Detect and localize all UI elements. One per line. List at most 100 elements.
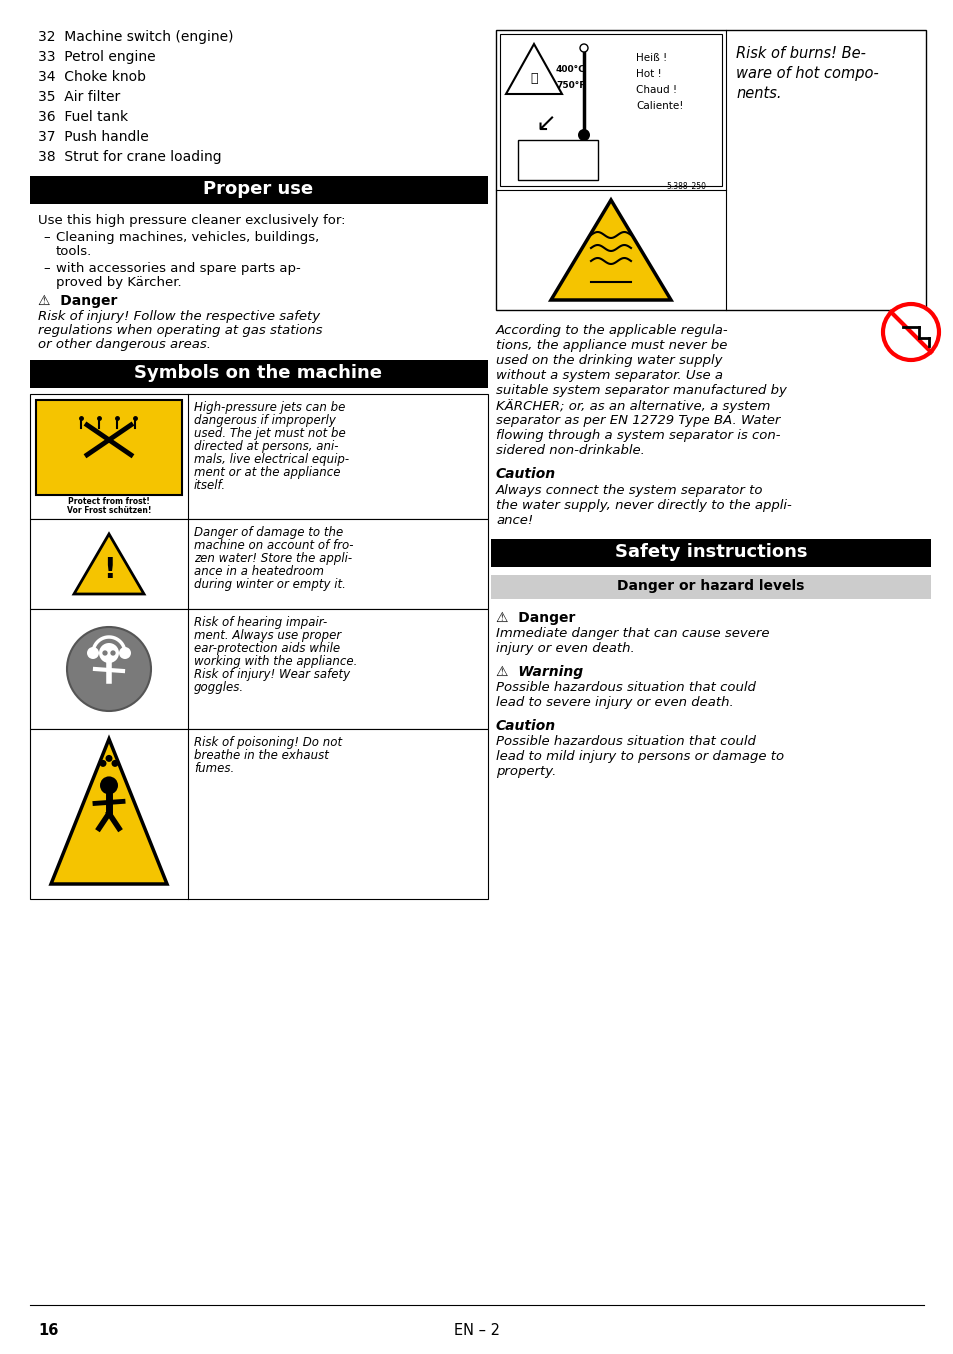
Text: ⚠  Warning: ⚠ Warning [496,665,582,678]
Text: Danger of damage to the: Danger of damage to the [193,525,343,539]
Circle shape [100,776,118,795]
Circle shape [99,760,107,766]
Circle shape [106,756,112,762]
Text: with accessories and spare parts ap-: with accessories and spare parts ap- [56,263,300,275]
Text: Risk of poisoning! Do not: Risk of poisoning! Do not [193,737,342,749]
Text: working with the appliance.: working with the appliance. [193,655,357,668]
Text: Possible hazardous situation that could: Possible hazardous situation that could [496,735,755,747]
Text: Risk of injury! Follow the respective safety: Risk of injury! Follow the respective sa… [38,310,320,324]
Text: Chaud !: Chaud ! [636,85,677,95]
Text: Vor Frost schützen!: Vor Frost schützen! [67,506,152,515]
Text: ance!: ance! [496,515,533,527]
Text: the water supply, never directly to the appli-: the water supply, never directly to the … [496,500,791,512]
Text: Protect from frost!: Protect from frost! [68,497,150,506]
Text: sidered non-drinkable.: sidered non-drinkable. [496,444,644,458]
Text: 32  Machine switch (engine): 32 Machine switch (engine) [38,30,233,43]
Text: Safety instructions: Safety instructions [614,543,806,561]
Text: Always connect the system separator to: Always connect the system separator to [496,483,762,497]
Text: without a system separator. Use a: without a system separator. Use a [496,370,722,382]
Circle shape [110,650,116,657]
Text: Possible hazardous situation that could: Possible hazardous situation that could [496,681,755,695]
Text: goggles.: goggles. [193,681,244,695]
Text: breathe in the exhaust: breathe in the exhaust [193,749,329,762]
Text: directed at persons, ani-: directed at persons, ani- [193,440,338,454]
Polygon shape [74,533,144,594]
Circle shape [99,643,119,663]
Text: !: ! [103,556,115,584]
Bar [496,30,925,310]
Text: 36  Fuel tank: 36 Fuel tank [38,110,128,125]
Text: tions, the appliance must never be: tions, the appliance must never be [496,338,726,352]
Text: –: – [43,232,50,244]
Bar [30,394,488,519]
Text: lead to severe injury or even death.: lead to severe injury or even death. [496,696,733,709]
Text: 16: 16 [38,1323,58,1338]
Bar [491,575,930,598]
Text: flowing through a system separator is con-: flowing through a system separator is co… [496,429,780,441]
Polygon shape [551,200,670,301]
Text: Risk of hearing impair-: Risk of hearing impair- [193,616,327,630]
Text: 400°C: 400°C [556,65,585,74]
Text: Proper use: Proper use [203,180,313,198]
Circle shape [882,305,938,360]
Text: Risk of burns! Be-: Risk of burns! Be- [735,46,865,61]
Text: 37  Push handle: 37 Push handle [38,130,149,144]
Text: KÄRCHER; or, as an alternative, a system: KÄRCHER; or, as an alternative, a system [496,399,770,413]
Text: ⚠  Danger: ⚠ Danger [496,611,575,626]
Text: Caliente!: Caliente! [636,102,682,111]
Text: mals, live electrical equip-: mals, live electrical equip- [193,454,349,466]
Text: EN – 2: EN – 2 [454,1323,499,1338]
Bar [30,176,488,204]
Polygon shape [51,739,167,884]
Text: Heiß !: Heiß ! [636,53,666,64]
Text: ment. Always use proper: ment. Always use proper [193,630,341,642]
Text: Caution: Caution [496,719,556,733]
Text: 38  Strut for crane loading: 38 Strut for crane loading [38,150,221,164]
Text: Symbols on the machine: Symbols on the machine [133,364,381,382]
Text: Risk of injury! Wear safety: Risk of injury! Wear safety [193,668,350,681]
Text: machine on account of fro-: machine on account of fro- [193,539,354,552]
Text: 35  Air filter: 35 Air filter [38,89,120,104]
Circle shape [579,43,587,51]
Bar [499,34,721,185]
Circle shape [67,627,151,711]
Text: Hot !: Hot ! [636,69,661,79]
Circle shape [112,760,118,766]
Text: Immediate danger that can cause severe: Immediate danger that can cause severe [496,627,769,640]
Text: 🔥: 🔥 [530,73,537,85]
Text: used on the drinking water supply: used on the drinking water supply [496,353,721,367]
Bar [30,609,488,728]
Bar [517,139,598,180]
Text: used. The jet must not be: used. The jet must not be [193,427,345,440]
Text: ear-protection aids while: ear-protection aids while [193,642,340,655]
Text: dangerous if improperly: dangerous if improperly [193,414,335,427]
Text: ware of hot compo-: ware of hot compo- [735,66,878,81]
Text: 33  Petrol engine: 33 Petrol engine [38,50,155,64]
Text: High-pressure jets can be: High-pressure jets can be [193,401,345,414]
Bar [30,519,488,609]
Bar [30,360,488,389]
Text: or other dangerous areas.: or other dangerous areas. [38,338,211,351]
Text: zen water! Store the appli-: zen water! Store the appli- [193,552,352,565]
Circle shape [578,129,589,141]
Polygon shape [505,43,561,93]
Text: –: – [43,263,50,275]
Text: Use this high pressure cleaner exclusively for:: Use this high pressure cleaner exclusive… [38,214,345,227]
Text: separator as per EN 12729 Type BA. Water: separator as per EN 12729 Type BA. Water [496,414,780,427]
Circle shape [101,650,109,657]
Text: during winter or empty it.: during winter or empty it. [193,578,346,590]
Text: Cleaning machines, vehicles, buildings,: Cleaning machines, vehicles, buildings, [56,232,319,244]
Text: ↙: ↙ [535,112,556,137]
Circle shape [119,647,131,659]
Text: ⚠  Danger: ⚠ Danger [38,294,117,307]
Text: injury or even death.: injury or even death. [496,642,634,655]
Text: 34  Choke knob: 34 Choke knob [38,70,146,84]
Bar [30,728,488,899]
Text: Caution: Caution [496,467,556,481]
Text: Danger or hazard levels: Danger or hazard levels [617,580,803,593]
Bar [36,399,182,496]
Text: regulations when operating at gas stations: regulations when operating at gas statio… [38,324,322,337]
Text: proved by Kärcher.: proved by Kärcher. [56,276,181,288]
Text: ance in a heatedroom: ance in a heatedroom [193,565,324,578]
Text: property.: property. [496,765,556,779]
